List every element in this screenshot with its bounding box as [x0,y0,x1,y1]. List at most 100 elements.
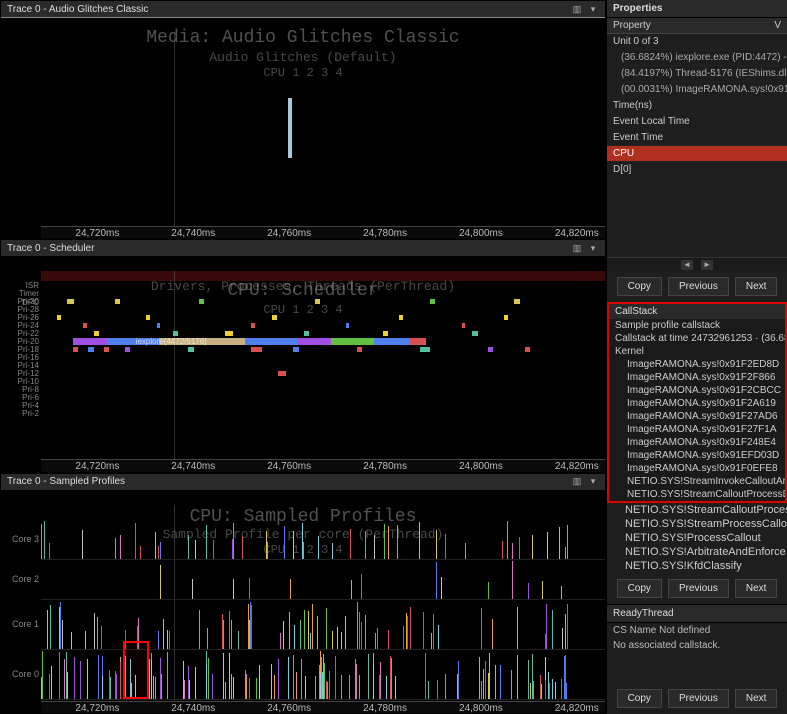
callstack-frame[interactable]: NETIO.SYS!StreamCalloutProcessingLoop [607,503,787,517]
xaxis-tick: 24,800ms [459,703,503,714]
sched-segment [104,347,109,352]
copy-button[interactable]: Copy [617,277,662,296]
sched-segment [420,347,431,352]
sample-line [207,628,208,648]
sample-line [375,633,376,649]
panel-audio-glitches: Trace 0 - Audio Glitches Classic ▥ ▾ Med… [0,0,606,239]
callstack-frame[interactable]: NETIO.SYS!ProcessCallout [607,531,787,545]
next-button[interactable]: Next [735,277,778,296]
sample-line [296,672,297,699]
callstack-frame[interactable]: ImageRAMONA.sys!0x91F2CBCC [609,384,785,397]
callstack-frame[interactable]: ImageRAMONA.sys!0x91F27F1A [609,423,785,436]
sample-line [397,525,398,558]
property-row[interactable]: Unit 0 of 3 [607,34,787,50]
sample-line [248,604,249,649]
sample-line [528,583,529,599]
sched-segment [331,338,374,345]
sample-line [60,602,61,649]
xaxis-tick: 24,720ms [75,703,119,714]
sched-segment [115,299,120,304]
panel2-graph[interactable]: CPU: Scheduler Drivers, Processes, Threa… [1,257,605,472]
sample-line [266,531,267,559]
sample-line [206,663,207,699]
next-button[interactable]: Next [735,579,778,598]
sample-line [59,652,60,699]
callstack-frame[interactable]: NETIO.SYS!StreamProcessCallout [607,517,787,531]
sample-line [120,535,121,559]
panel1-tool-icon[interactable]: ▥ [571,3,583,15]
callstack-frame[interactable]: ImageRAMONA.sys!0x91F248E4 [609,436,785,449]
time-cursor[interactable] [174,505,175,701]
callstack-frame[interactable]: ImageRAMONA.sys!0x91F0EFE8 [609,462,785,475]
sched-segment [125,347,130,352]
property-row[interactable]: Event Local Time [607,114,787,130]
callstack-frame[interactable]: ImageRAMONA.sys!0x91EFD03D [609,449,785,462]
properties-scrollbar[interactable]: ◄ ► [607,257,787,271]
callstack-time: Callstack at time 24732961253 · (36.6824… [609,332,785,345]
sample-line [555,682,556,699]
isr-band [41,271,605,281]
previous-button[interactable]: Previous [668,579,729,598]
previous-button[interactable]: Previous [668,277,729,296]
sample-line [249,678,250,698]
sched-segment [374,338,409,345]
panel3-tool-icon[interactable]: ▥ [571,476,583,488]
copy-button[interactable]: Copy [617,579,662,598]
panel1-close-icon[interactable]: ▾ [587,3,599,15]
sample-line [324,663,325,698]
callstack-frame[interactable]: ImageRAMONA.sys!0x91F2ED8D [609,358,785,371]
sample-line [327,682,328,698]
sample-line [312,612,313,649]
sample-line [564,656,565,699]
time-cursor[interactable] [174,32,175,226]
panel3-close-icon[interactable]: ▾ [587,476,599,488]
panel1-graph[interactable]: Media: Audio Glitches Classic Audio Glit… [1,18,605,239]
panel3-title: Trace 0 - Sampled Profiles [7,476,125,487]
core-label: Core 1 [3,619,39,629]
property-row[interactable]: (00.0031%) ImageRAMONA.sys!0x91F2ED8D [607,82,787,98]
sample-line [552,610,553,649]
col-property[interactable]: Property [607,18,768,33]
xaxis-tick: 24,720ms [75,228,119,239]
sample-line [208,658,209,699]
property-row[interactable]: (84.4197%) Thread-5176 (IEShims.dll!0x72… [607,66,787,82]
scroll-right-icon[interactable]: ► [701,260,713,270]
sample-line [431,633,432,648]
sample-line [167,630,168,648]
property-row[interactable]: Event Time [607,130,787,146]
sched-segment [94,331,99,336]
panel3-overlay-sub: Sampled Profile per core (PerThread) [1,527,605,542]
callstack-frame[interactable]: NETIO.SYS!StreamCalloutProcessData [609,488,785,501]
time-cursor[interactable] [174,271,175,459]
sample-line [305,676,306,699]
panel3-graph[interactable]: CPU: Sampled Profiles Sampled Profile pe… [1,491,605,714]
property-row[interactable]: (36.6824%) iexplore.exe (PID:4472) - 352… [607,50,787,66]
callstack-frame[interactable]: NETIO.SYS!StreamInvokeCalloutAndNormaliz… [609,475,785,488]
sample-line [155,532,156,559]
panel2-tool-icon[interactable]: ▥ [571,242,583,254]
callstack-frame[interactable]: ImageRAMONA.sys!0x91F2A619 [609,397,785,410]
sample-line [188,666,189,698]
property-row[interactable]: D[0] [607,162,787,178]
sample-line [155,677,156,699]
property-row[interactable]: CPU [607,146,787,162]
sample-line [500,665,501,699]
next-button[interactable]: Next [735,689,778,708]
previous-button[interactable]: Previous [668,689,729,708]
callstack-frame[interactable]: ImageRAMONA.sys!0x91F2F866 [609,371,785,384]
thread-label: iexplore(4472/5176) [136,337,207,346]
sample-line [246,678,247,698]
copy-button[interactable]: Copy [617,689,662,708]
sample-line [135,523,136,559]
sample-line [332,631,333,649]
callstack-frame[interactable]: NETIO.SYS!ArbitrateAndEnforce [607,545,787,559]
callstack-frame[interactable]: ImageRAMONA.sys!0x91F27AD6 [609,410,785,423]
sample-line [559,527,560,558]
panel-scheduler: Trace 0 - Scheduler ▥ ▾ CPU: Scheduler D… [0,239,606,472]
scroll-left-icon[interactable]: ◄ [681,260,693,270]
callstack-frame[interactable]: NETIO.SYS!KfdClassify [607,559,787,573]
col-value[interactable]: V [768,18,787,33]
property-row[interactable]: Time(ns) [607,98,787,114]
sample-line [151,660,152,699]
panel2-close-icon[interactable]: ▾ [587,242,599,254]
